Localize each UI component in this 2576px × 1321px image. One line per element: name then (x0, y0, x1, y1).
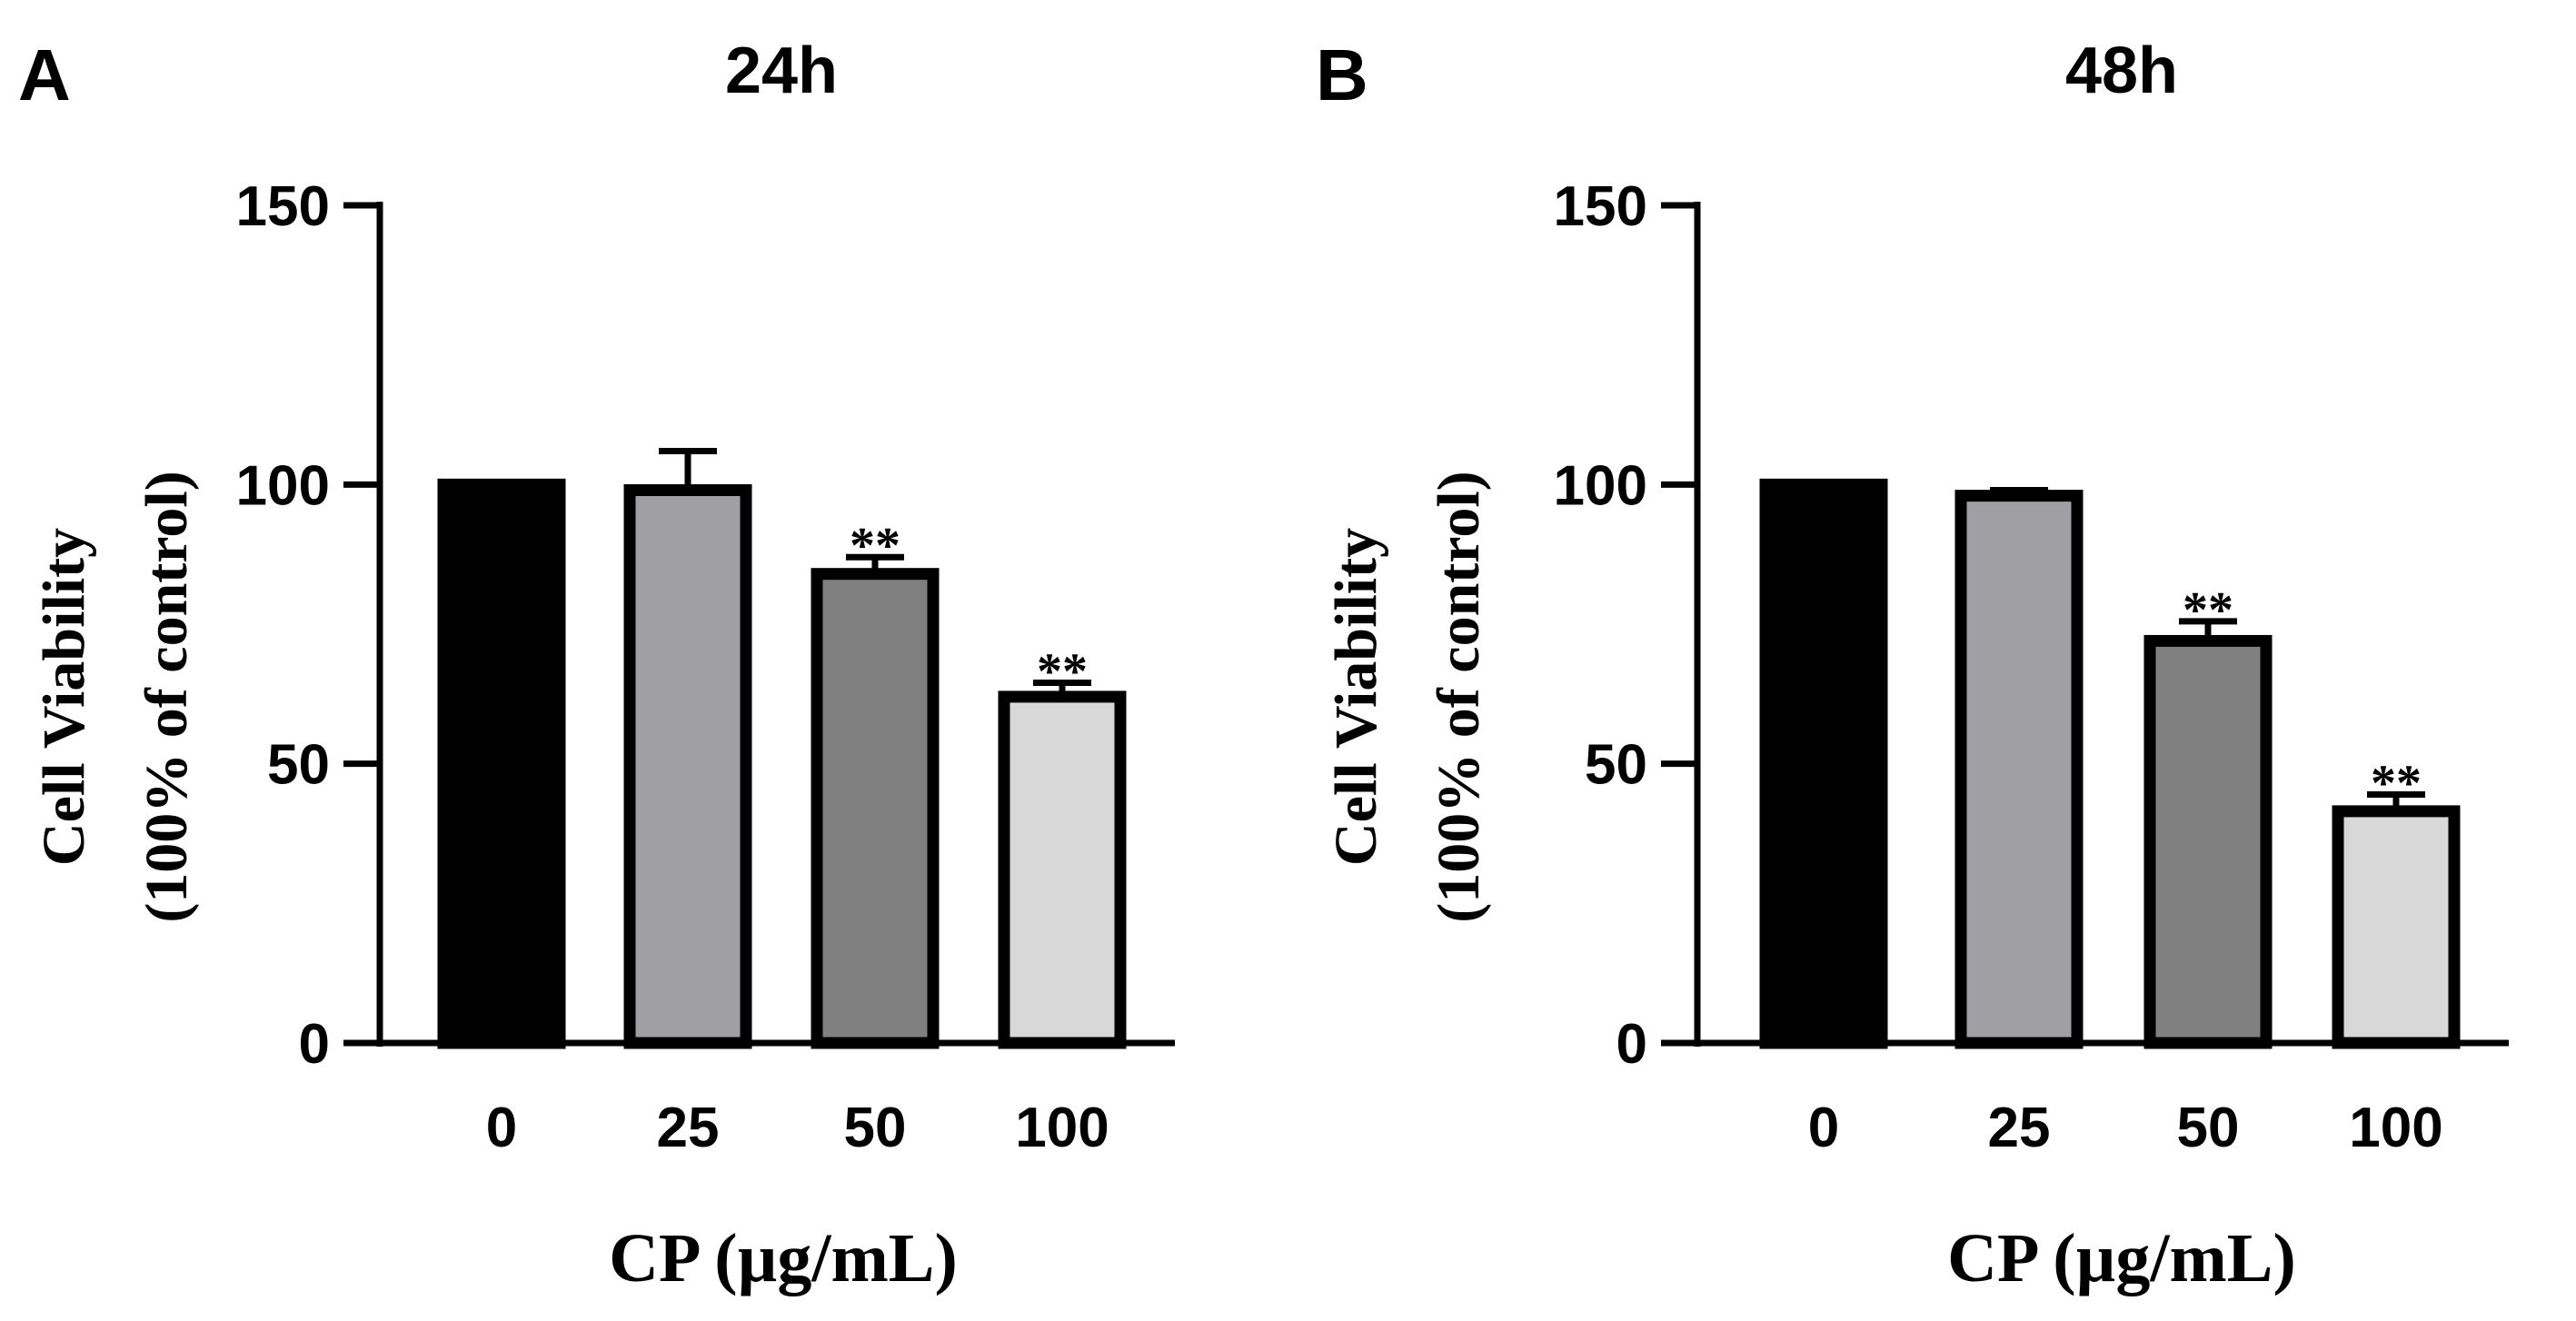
x-tick-label: 100 (1015, 1097, 1109, 1159)
y-tick-label: 150 (1554, 175, 1647, 238)
x-tick-label: 100 (2349, 1097, 2442, 1159)
bar-0 (1759, 478, 1888, 1049)
bar-50 (2143, 634, 2273, 1049)
bar-100 (2332, 805, 2461, 1049)
chart-title: 48h (2065, 35, 2178, 107)
panel-b: B 48h Cell Viability (100% of control) 0 25 **… (1316, 35, 2509, 1296)
y-tick-label: 150 (236, 175, 330, 238)
bar-50 (811, 568, 940, 1049)
x-tick-label: 25 (1988, 1097, 2051, 1159)
y-axis-label: Cell Viability (1323, 528, 1389, 866)
x-tick-label: 50 (2177, 1097, 2240, 1159)
x-tick-label: 25 (657, 1097, 720, 1159)
y-axis-label-line2: (100% of control) (1426, 471, 1492, 922)
chart-title: 24h (725, 35, 838, 107)
x-tick-label: 50 (844, 1097, 907, 1159)
y-axis-label: Cell Viability (31, 528, 97, 866)
y-tick-label: 0 (299, 1013, 330, 1076)
y-axis-label-line2: (100% of control) (134, 471, 200, 922)
y-tick-label: 50 (1585, 734, 1647, 797)
bar-100 (998, 690, 1127, 1049)
significance-mark: ** (2371, 755, 2422, 811)
x-tick-label: 0 (486, 1097, 517, 1159)
significance-mark: ** (850, 518, 900, 574)
y-tick-label: 100 (1554, 454, 1647, 517)
x-axis-label: CP (µg/mL) (1947, 1220, 2296, 1296)
bar-0 (437, 478, 566, 1049)
y-tick-label: 100 (236, 454, 330, 517)
panel-a: A 24h Cell Viability (100% of control) 0 25 **… (18, 35, 1175, 1296)
y-tick-label: 0 (1616, 1013, 1647, 1076)
x-axis-label: CP (µg/mL) (609, 1220, 958, 1296)
significance-mark: ** (1037, 644, 1088, 700)
x-tick-label: 0 (1808, 1097, 1839, 1159)
panel-label: B (1316, 35, 1368, 115)
significance-mark: ** (2183, 582, 2233, 639)
y-tick-label: 50 (267, 734, 330, 797)
panel-label: A (18, 35, 71, 115)
bar-25 (1954, 490, 2084, 1049)
bar-25 (623, 483, 752, 1049)
